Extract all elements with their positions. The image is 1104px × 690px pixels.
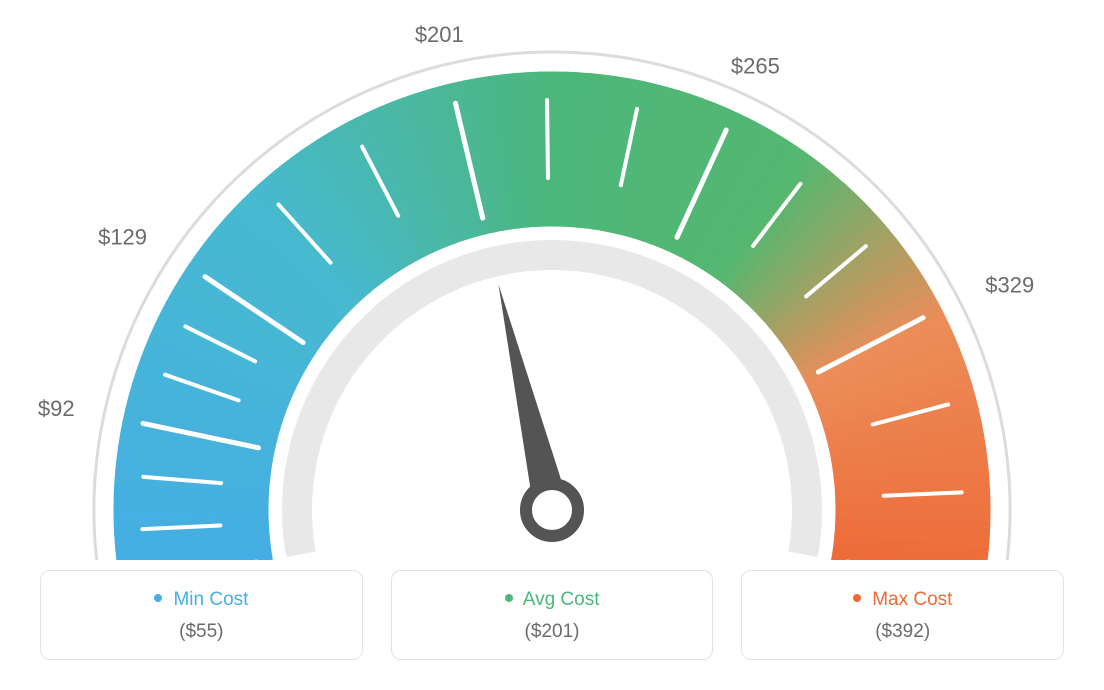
gauge-tick-label: $329 xyxy=(985,273,1034,298)
legend-value-max: ($392) xyxy=(752,621,1053,643)
legend-title-text-min: Min Cost xyxy=(173,589,248,610)
gauge-tick-label: $265 xyxy=(731,53,780,78)
gauge-container: $55$92$129$201$265$329$392 xyxy=(0,0,1104,560)
legend-dot-avg xyxy=(505,594,513,602)
legend-card-max: Max Cost ($392) xyxy=(741,570,1064,660)
legend-title-text-avg: Avg Cost xyxy=(523,589,600,610)
legend-row: Min Cost ($55) Avg Cost ($201) Max Cost … xyxy=(0,570,1104,660)
gauge-tick-label: $129 xyxy=(98,225,147,250)
legend-title-min: Min Cost xyxy=(51,589,352,611)
legend-title-avg: Avg Cost xyxy=(402,589,703,611)
legend-value-min: ($55) xyxy=(51,621,352,643)
legend-card-avg: Avg Cost ($201) xyxy=(391,570,714,660)
legend-dot-max xyxy=(853,594,861,602)
gauge-needle-hub xyxy=(526,484,578,536)
gauge-tick-label: $92 xyxy=(38,396,75,421)
legend-title-text-max: Max Cost xyxy=(872,589,952,610)
legend-dot-min xyxy=(154,594,162,602)
legend-value-avg: ($201) xyxy=(402,621,703,643)
legend-title-max: Max Cost xyxy=(752,589,1053,611)
legend-card-min: Min Cost ($55) xyxy=(40,570,363,660)
gauge-tick-label: $201 xyxy=(415,22,464,47)
gauge-svg: $55$92$129$201$265$329$392 xyxy=(0,0,1104,560)
